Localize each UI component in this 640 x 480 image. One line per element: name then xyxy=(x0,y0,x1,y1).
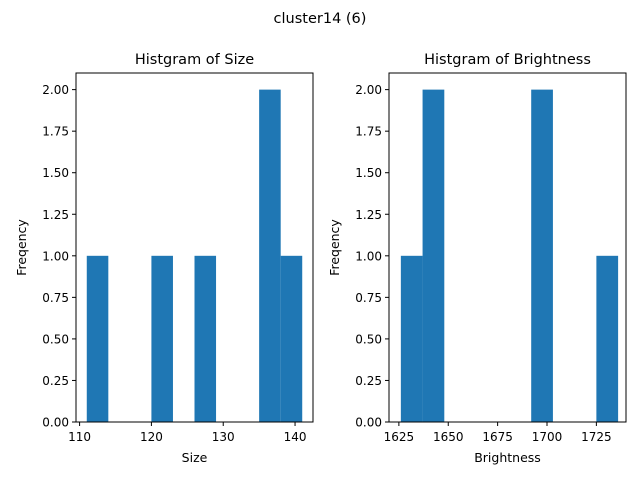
y-tick-label: 0.25 xyxy=(42,374,69,388)
x-tick-label: 1625 xyxy=(384,430,415,444)
histogram-bar xyxy=(280,255,303,422)
x-tick-label: 1700 xyxy=(532,430,563,444)
figure-title: cluster14 (6) xyxy=(274,11,367,27)
y-tick-label: 0.00 xyxy=(42,416,69,430)
y-tick-label: 1.25 xyxy=(355,208,382,222)
y-tick-label: 1.25 xyxy=(42,208,69,222)
x-axis-label: Brightness xyxy=(474,450,541,465)
x-tick-label: 1675 xyxy=(482,430,513,444)
x-tick-label: 120 xyxy=(140,430,163,444)
subplot-title: Histgram of Size xyxy=(135,52,254,68)
x-tick-label: 1725 xyxy=(581,430,612,444)
y-tick-label: 2.00 xyxy=(355,83,382,97)
x-tick-label: 110 xyxy=(68,430,91,444)
y-tick-label: 0.00 xyxy=(355,416,382,430)
y-axis-label: Freqency xyxy=(327,219,342,276)
x-tick-label: 140 xyxy=(284,430,307,444)
axes-frame xyxy=(75,72,314,423)
histogram-bar xyxy=(86,255,109,422)
histogram-bar xyxy=(422,89,445,423)
x-tick-label: 130 xyxy=(212,430,235,444)
y-tick-label: 1.00 xyxy=(355,249,382,263)
y-tick-label: 0.50 xyxy=(42,332,69,346)
axes-frame xyxy=(388,72,627,423)
y-tick-label: 0.75 xyxy=(355,291,382,305)
histogram-bar xyxy=(259,89,281,423)
histogram-bar xyxy=(151,255,173,422)
histogram-bar xyxy=(596,255,619,422)
y-tick-label: 0.25 xyxy=(355,374,382,388)
x-tick-label: 1650 xyxy=(433,430,464,444)
histogram-bar xyxy=(194,255,217,422)
histogram-bar xyxy=(531,89,553,423)
y-tick-label: 1.50 xyxy=(355,166,382,180)
y-tick-label: 1.75 xyxy=(42,125,69,139)
y-tick-label: 1.50 xyxy=(42,166,69,180)
x-axis-label: Size xyxy=(182,450,208,465)
y-tick-label: 1.75 xyxy=(355,125,382,139)
histogram-bar xyxy=(400,255,423,422)
subplot-title: Histgram of Brightness xyxy=(424,52,591,68)
subplot-2: 0.00 0.25 0.50 0.75 1.00 1.25 1.50 1.75 2.00 1625… xyxy=(327,52,627,465)
subplot-1: 0.00 0.25 0.50 0.75 1.00 1.25 1.50 1.75 2.00 110 1… xyxy=(14,52,314,465)
y-tick-label: 0.75 xyxy=(42,291,69,305)
y-tick-label: 0.50 xyxy=(355,332,382,346)
y-tick-label: 2.00 xyxy=(42,83,69,97)
y-axis-label: Freqency xyxy=(14,219,29,276)
y-tick-label: 1.00 xyxy=(42,249,69,263)
